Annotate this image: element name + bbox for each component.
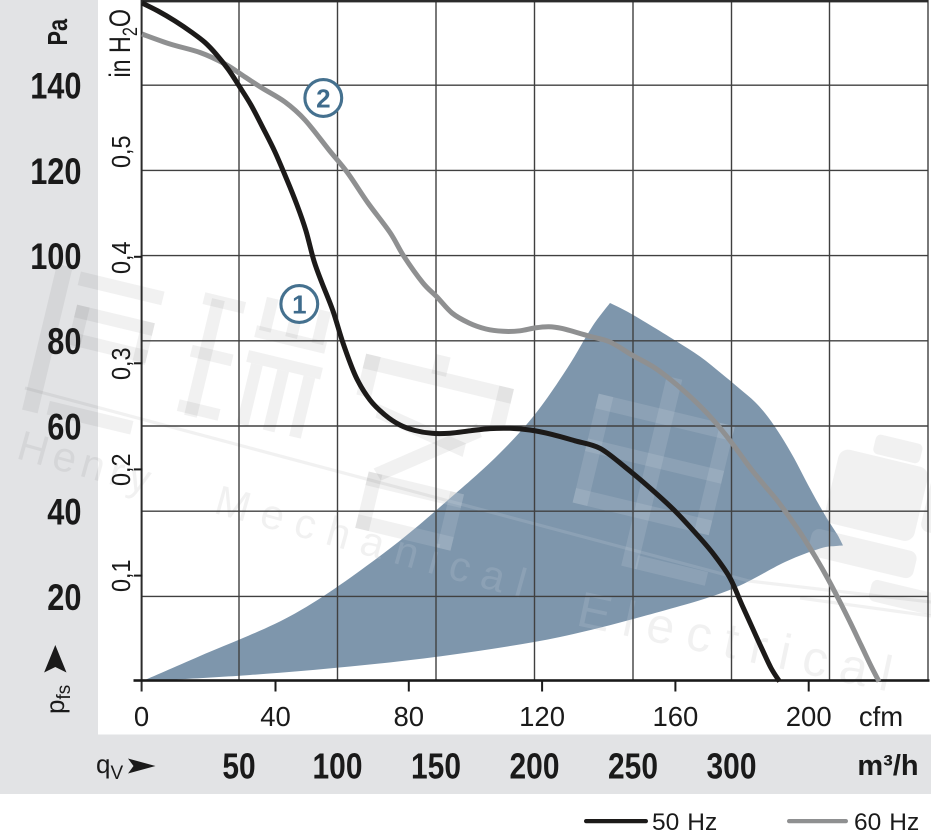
svg-text:0,2: 0,2 xyxy=(108,453,136,486)
svg-text:20: 20 xyxy=(47,577,81,619)
svg-text:in H2O: in H2O xyxy=(103,9,141,77)
svg-text:120: 120 xyxy=(30,151,81,193)
svg-text:120: 120 xyxy=(519,701,565,732)
svg-text:40: 40 xyxy=(260,701,291,732)
svg-text:m³/h: m³/h xyxy=(857,750,918,782)
svg-text:0,4: 0,4 xyxy=(108,241,136,274)
svg-text:100: 100 xyxy=(313,747,363,787)
svg-text:250: 250 xyxy=(608,747,658,787)
svg-text:40: 40 xyxy=(47,492,81,534)
svg-text:160: 160 xyxy=(652,701,698,732)
svg-text:50: 50 xyxy=(222,747,255,787)
svg-text:200: 200 xyxy=(510,747,560,787)
svg-text:cfm: cfm xyxy=(859,701,903,732)
svg-text:Pa: Pa xyxy=(42,18,73,46)
svg-text:300: 300 xyxy=(707,747,757,787)
svg-text:140: 140 xyxy=(30,66,81,108)
svg-text:150: 150 xyxy=(411,747,461,787)
svg-text:100: 100 xyxy=(30,236,81,278)
svg-text:200: 200 xyxy=(786,701,832,732)
svg-text:0,1: 0,1 xyxy=(108,559,136,592)
svg-text:80: 80 xyxy=(394,701,425,732)
svg-text:0,3: 0,3 xyxy=(108,347,136,380)
svg-text:60: 60 xyxy=(47,407,81,449)
svg-text:80: 80 xyxy=(47,321,81,363)
svg-text:0: 0 xyxy=(134,701,149,732)
svg-text:0,5: 0,5 xyxy=(108,135,136,168)
svg-text:2: 2 xyxy=(316,83,330,113)
svg-text:1: 1 xyxy=(292,289,306,319)
